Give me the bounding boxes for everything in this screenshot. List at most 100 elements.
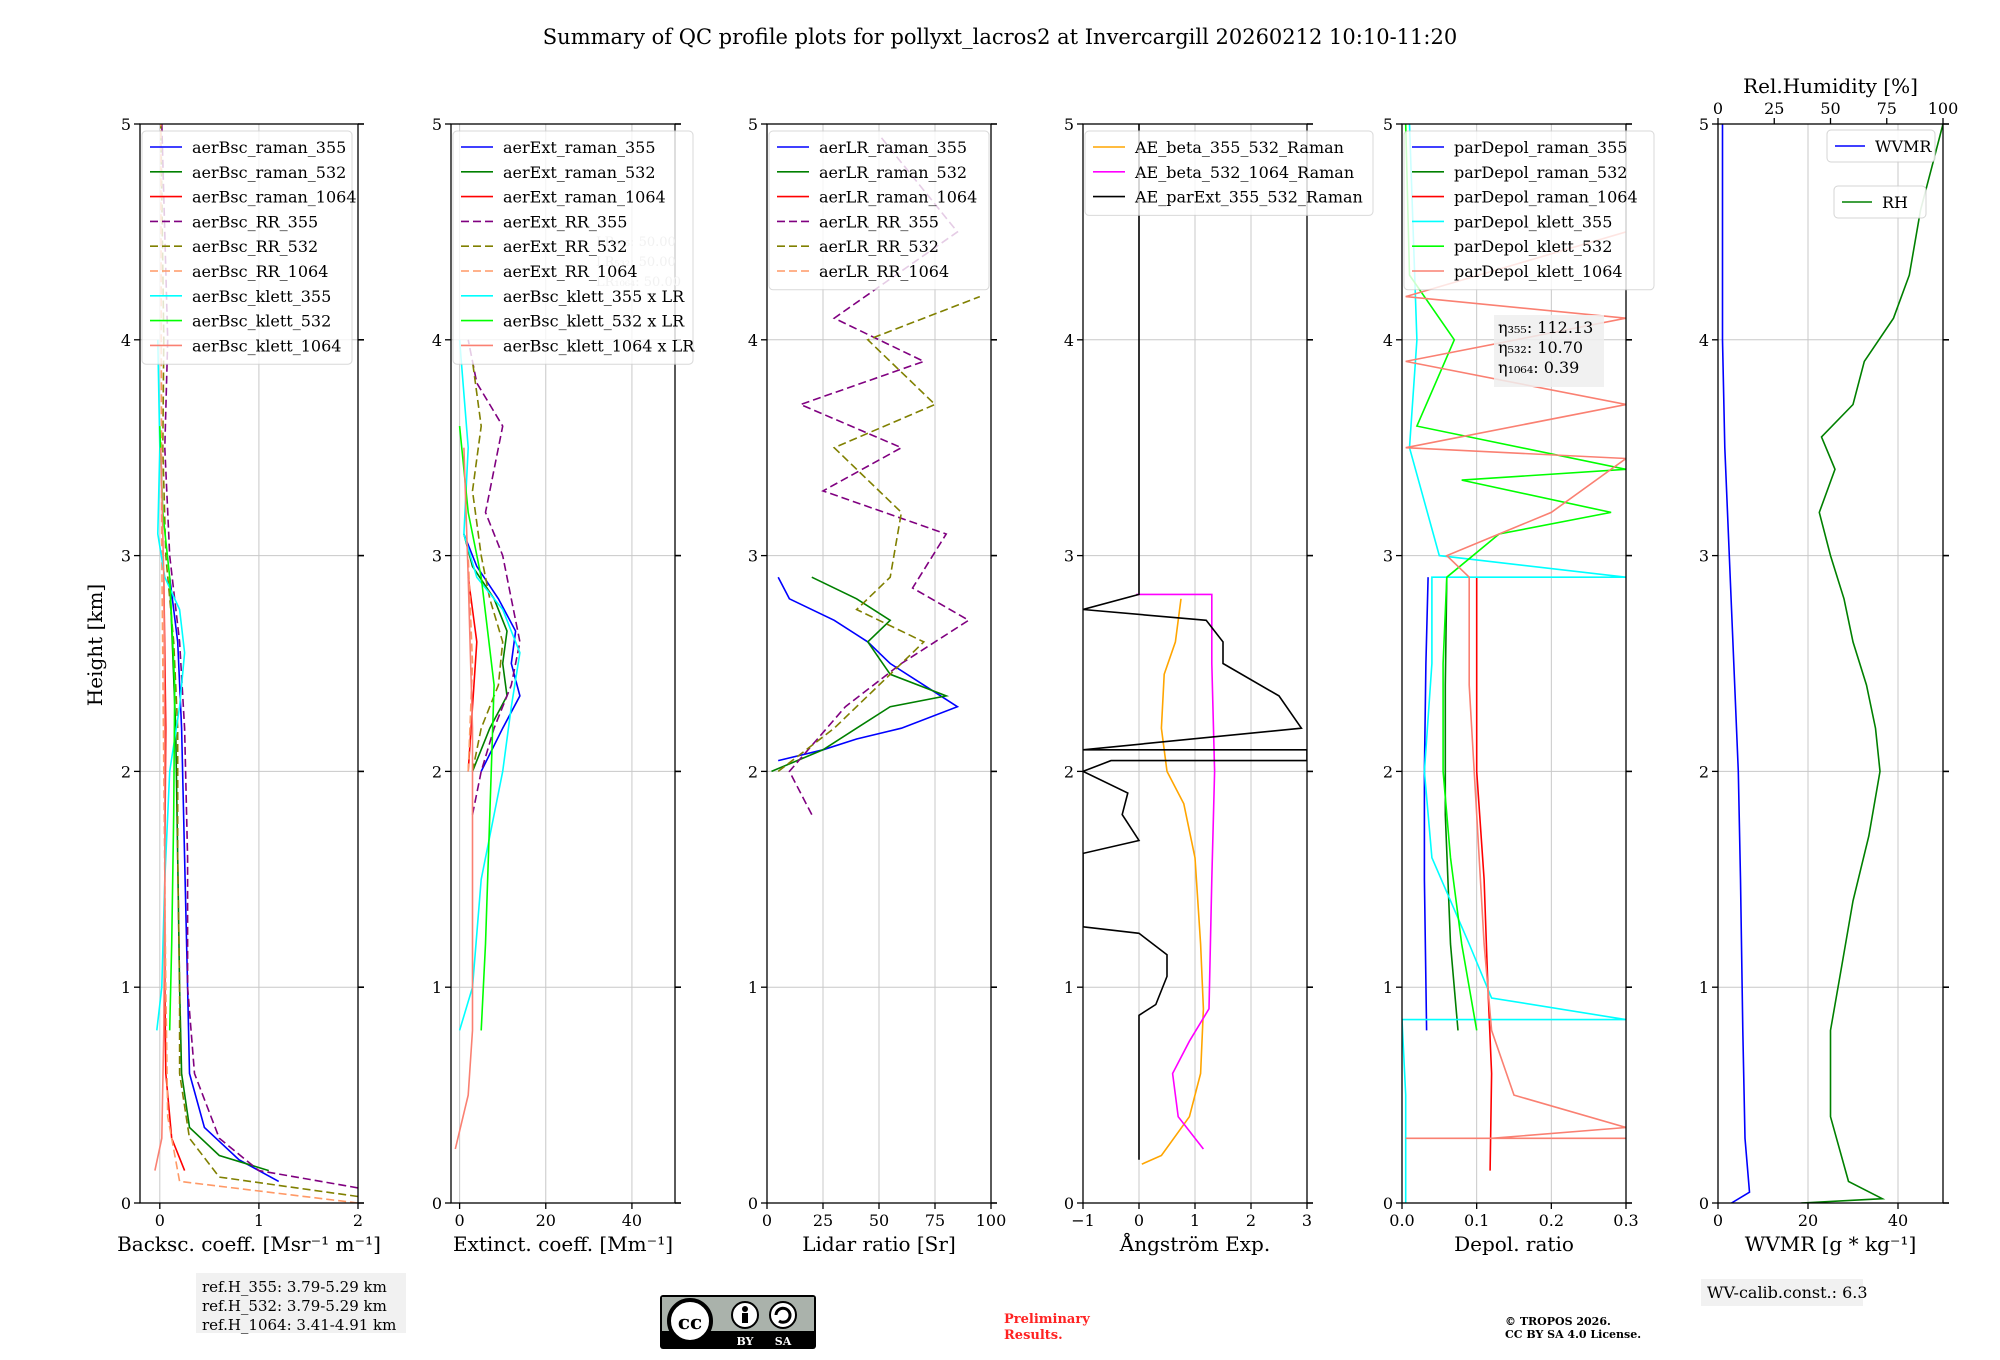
y-tick-label: 1 [1064, 978, 1074, 997]
y-tick-label: 2 [1699, 762, 1709, 781]
preliminary-label-line1: Preliminary [1004, 1312, 1090, 1327]
figure-title: Summary of QC profile plots for pollyxt_… [543, 25, 1457, 49]
legend-label: WVMR [1875, 137, 1932, 156]
legend-bg [1826, 129, 1936, 163]
y-tick-label: 3 [1383, 547, 1393, 566]
series-line-aerBsc_klett_1064 [154, 447, 166, 1171]
legend-box: RH [1833, 185, 1927, 219]
y-tick-label: 4 [1383, 331, 1393, 350]
series-line-parDepol_klett_355 [1402, 124, 1626, 1203]
annotation-line: η₃₅₅: 112.13 [1498, 318, 1593, 337]
y-tick-label: 0 [1383, 1194, 1393, 1213]
x-tick-label: 0.1 [1464, 1211, 1489, 1230]
legend-bg [1833, 185, 1927, 219]
preliminary-label-line2: Results. [1004, 1328, 1063, 1343]
legend-label: aerBsc_raman_1064 [192, 188, 357, 207]
series-line-AE_beta_355_532_Raman [1141, 598, 1205, 1165]
y-tick-label: 4 [1699, 331, 1709, 350]
x-axis-label: WVMR [g * kg⁻¹] [1745, 1232, 1917, 1256]
ref-height-355: ref.H_355: 3.79-5.29 km [202, 1278, 387, 1296]
wv-calib-box: WV-calib.const.: 6.3 [1701, 1279, 1868, 1306]
y-tick-label: 2 [1383, 762, 1393, 781]
legend-label: aerLR_RR_532 [819, 237, 939, 256]
copyright-line1: © TROPOS 2026. [1505, 1315, 1611, 1328]
legend-label: aerExt_RR_532 [503, 237, 627, 256]
y-tick-label: 1 [1699, 978, 1709, 997]
series-line-aerLR_RR_355 [788, 134, 971, 815]
y-tick-label: 2 [1064, 762, 1074, 781]
legend-label: parDepol_klett_355 [1454, 212, 1612, 231]
series-line-aerExt_RR_532 [471, 361, 504, 772]
legend-label: aerExt_raman_355 [503, 138, 656, 157]
series-line-aerBsc_RR_532 [160, 124, 358, 1198]
series-line-aerBsc_klett_1064 x LR [454, 447, 474, 1150]
y-tick-label: 1 [121, 978, 131, 997]
legend-label: parDepol_raman_1064 [1454, 188, 1638, 207]
y-tick-label: 3 [1064, 547, 1074, 566]
legend-label: aerBsc_RR_532 [192, 237, 318, 256]
legend-label: aerLR_raman_532 [819, 163, 967, 182]
y-tick-label: 1 [748, 978, 758, 997]
legend-label: parDepol_klett_1064 [1454, 262, 1623, 281]
panel-wv: 0 20 40 0 1 2 3 4 5 WVMR [g * kg⁻¹] 0 25 50 75 100 Rel.… [1699, 74, 1958, 1256]
y-tick-label: 5 [1064, 115, 1074, 134]
x-tick-label: 0.0 [1389, 1211, 1414, 1230]
y-tick-label: 3 [1699, 547, 1709, 566]
y-tick-label: 2 [432, 762, 442, 781]
x-tick-label: 0.2 [1539, 1211, 1564, 1230]
y-tick-label: 5 [1699, 115, 1709, 134]
legend-label: aerBsc_raman_532 [192, 163, 346, 182]
y-tick-label: 2 [121, 762, 131, 781]
panel-backscatter: 0 1 2 0 1 2 3 4 5 Backsc. coeff. [Msr⁻¹ m⁻¹] aerBs… [117, 115, 381, 1256]
legend-label: aerBsc_klett_1064 x LR [503, 336, 695, 355]
legend-label: aerLR_RR_355 [819, 212, 939, 231]
series-line-aerBsc_raman_355 [168, 577, 280, 1183]
cc-sa-label: SA [775, 1335, 792, 1348]
x-tick-label: 0 [1134, 1211, 1144, 1230]
x-tick-label: 20 [1798, 1211, 1818, 1230]
x-tick-label: 40 [1888, 1211, 1908, 1230]
top-x-tick-label: 100 [1928, 99, 1959, 118]
y-tick-label: 5 [121, 115, 131, 134]
series-line-aerBsc_raman_532 [168, 577, 270, 1172]
x-tick-label: 40 [622, 1211, 642, 1230]
y-tick-label: 4 [432, 331, 442, 350]
legend-label: aerExt_raman_532 [503, 163, 656, 182]
annotation-line: η₁₀₆₄: 0.39 [1498, 358, 1579, 377]
x-tick-label: 25 [813, 1211, 833, 1230]
series-line-aerExt_RR_355 [467, 339, 521, 815]
legend-label: aerLR_raman_355 [819, 138, 967, 157]
legend-bg [141, 130, 353, 365]
series-group [154, 124, 358, 1203]
legend: AE_beta_355_532_Raman AE_beta_532_1064_Ra… [1084, 130, 1374, 216]
cc-license-badge: cc BY SA [660, 1295, 816, 1349]
series-line-WVMR [1721, 124, 1751, 1203]
legend: aerExt_raman_355 aerExt_raman_532 aerExt_r… [452, 130, 695, 365]
series-line-parDepol_raman_1064 [1475, 577, 1493, 1171]
x-tick-label: −1 [1071, 1211, 1095, 1230]
legend-label: aerExt_RR_1064 [503, 262, 638, 281]
x-tick-label: 0.3 [1613, 1211, 1638, 1230]
ref-heights-box: ref.H_355: 3.79-5.29 km ref.H_532: 3.79-… [196, 1273, 406, 1334]
legend-label: aerBsc_raman_355 [192, 138, 346, 157]
legend-label: RH [1882, 193, 1908, 212]
top-x-tick-label: 0 [1713, 99, 1723, 118]
top-axis-label: Rel.Humidity [%] [1743, 74, 1918, 98]
x-tick-label: 3 [1302, 1211, 1312, 1230]
x-tick-label: 1 [254, 1211, 264, 1230]
top-x-tick-label: 25 [1764, 99, 1784, 118]
x-tick-label: 0 [1713, 1211, 1723, 1230]
y-tick-label: 0 [1064, 1194, 1074, 1213]
y-tick-label: 3 [432, 547, 442, 566]
panel-frame [139, 123, 359, 1204]
y-tick-label: 3 [748, 547, 758, 566]
series-line-aerBsc_RR_355 [161, 124, 358, 1189]
legend-label: aerLR_raman_1064 [819, 188, 977, 207]
x-axis-label: Lidar ratio [Sr] [802, 1232, 956, 1256]
ref-height-1064: ref.H_1064: 3.41-4.91 km [202, 1316, 396, 1334]
cc-by-label: BY [737, 1335, 754, 1348]
legend-label: aerExt_RR_355 [503, 212, 627, 231]
y-tick-label: 5 [1383, 115, 1393, 134]
